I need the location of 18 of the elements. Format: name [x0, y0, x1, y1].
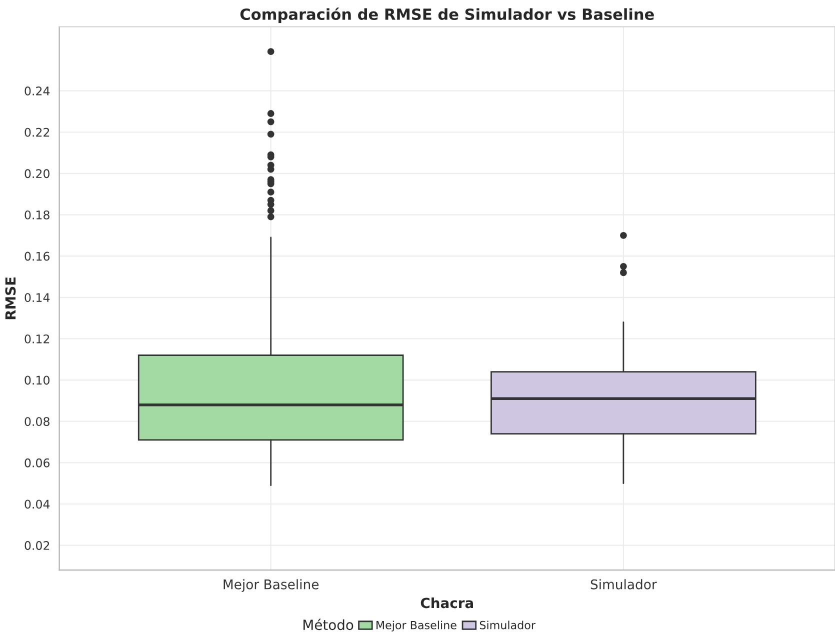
y-axis-title: RMSE — [5, 277, 16, 320]
y-tick-label: 0.20 — [24, 169, 50, 178]
y-tick-label: 0.12 — [24, 334, 50, 344]
legend-title: Método — [304, 618, 354, 630]
y-tick-label: 0.16 — [24, 252, 50, 261]
y-tick-label: 0.08 — [24, 417, 50, 426]
legend-label: Simulador — [480, 620, 536, 630]
chart-title: Comparación de RMSE de Simulador vs Baseline — [240, 8, 654, 23]
y-tick-label: 0.22 — [24, 128, 50, 137]
y-tick-label: 0.02 — [24, 541, 50, 550]
y-tick-label: 0.14 — [24, 293, 50, 302]
y-tick-label: 0.18 — [24, 210, 50, 220]
y-tick-label: 0.06 — [24, 458, 50, 468]
x-axis-title: Chacra — [420, 597, 474, 608]
y-tick-label: 0.10 — [24, 376, 50, 385]
y-tick-label: 0.04 — [24, 500, 50, 509]
legend-label: Mejor Baseline — [376, 620, 456, 632]
y-tick-label: 0.24 — [24, 86, 50, 96]
